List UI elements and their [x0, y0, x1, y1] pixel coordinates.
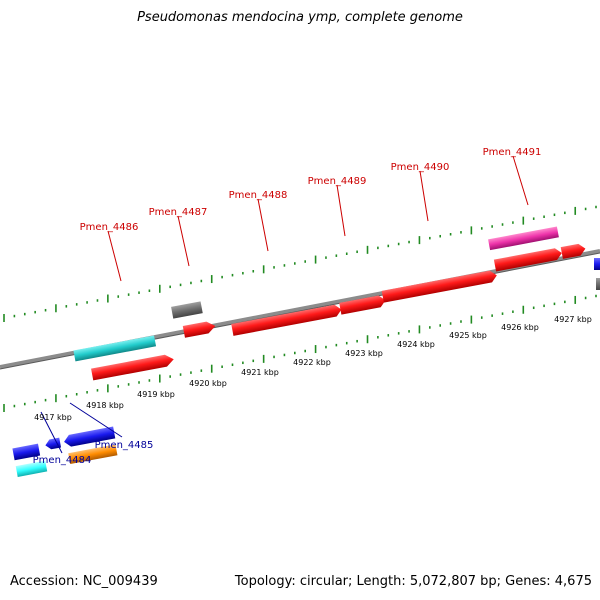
lower-tick-row [3, 294, 597, 412]
gene-pmen-4485-blue-arrow[interactable] [63, 426, 116, 448]
kbp-label: 4917 kbp [34, 413, 72, 422]
map-title: Pseudomonas mendocina ymp, complete geno… [137, 10, 463, 25]
kbp-label: 4925 kbp [449, 331, 487, 340]
lower-leader-lines [40, 402, 123, 454]
gene-label-pmen-4490[interactable]: Pmen_4490 [391, 162, 450, 173]
gene-pmen-4490-arrow[interactable] [381, 269, 498, 303]
gene-left-blue[interactable] [12, 443, 41, 461]
gene-pmen-4488-arrow[interactable] [231, 304, 342, 336]
gene-left-light-cyan[interactable] [15, 460, 48, 477]
gene-pmen-4487-gray[interactable] [171, 301, 203, 319]
genome-summary-text: Topology: circular; Length: 5,072,807 bp… [234, 574, 592, 589]
kbp-label: 4919 kbp [137, 390, 175, 399]
gene-label-pmen-4485[interactable]: Pmen_4485 [95, 440, 154, 451]
gene-right-gray[interactable] [596, 278, 600, 290]
upper-leader-lines [107, 155, 529, 282]
gene-pmen-4492-arrow[interactable] [560, 243, 587, 259]
gene-pmen-4486-cyan[interactable] [73, 335, 157, 362]
gene-pmen-4487-arrow[interactable] [182, 320, 217, 338]
gene-label-pmen-4489[interactable]: Pmen_4489 [308, 176, 367, 187]
accession-text: Accession: NC_009439 [10, 574, 158, 589]
kbp-label: 4923 kbp [345, 349, 383, 358]
gene-label-pmen-4486[interactable]: Pmen_4486 [80, 222, 139, 233]
gene-pmen-4491-arrow[interactable] [493, 247, 563, 272]
gene-label-pmen-4484[interactable]: Pmen_4484 [33, 455, 92, 466]
upper-tick-row [3, 205, 597, 322]
kbp-label: 4921 kbp [241, 368, 279, 377]
kbp-label: 4920 kbp [189, 379, 227, 388]
gene-label-pmen-4488[interactable]: Pmen_4488 [229, 190, 288, 201]
kbp-label: 4922 kbp [293, 358, 331, 367]
gene-pmen-4486-arrow[interactable] [91, 353, 175, 381]
gene-right-blue[interactable] [594, 258, 600, 270]
gene-small-blue-arrow[interactable] [44, 437, 62, 451]
kbp-label: 4927 kbp [554, 315, 592, 324]
gene-pmen-4489-arrow[interactable] [339, 294, 386, 315]
kbp-label: 4918 kbp [86, 401, 124, 410]
gene-label-pmen-4491[interactable]: Pmen_4491 [483, 147, 542, 158]
gene-label-pmen-4487[interactable]: Pmen_4487 [149, 207, 208, 218]
gene-pmen-4485-orange[interactable] [68, 444, 118, 465]
kbp-label: 4924 kbp [397, 340, 435, 349]
gene-pmen-4491-magenta[interactable] [488, 226, 559, 251]
coordinate-labels: 4917 kbp 4918 kbp 4919 kbp 4920 kbp 4921… [34, 315, 592, 422]
kbp-label: 4926 kbp [501, 323, 539, 332]
